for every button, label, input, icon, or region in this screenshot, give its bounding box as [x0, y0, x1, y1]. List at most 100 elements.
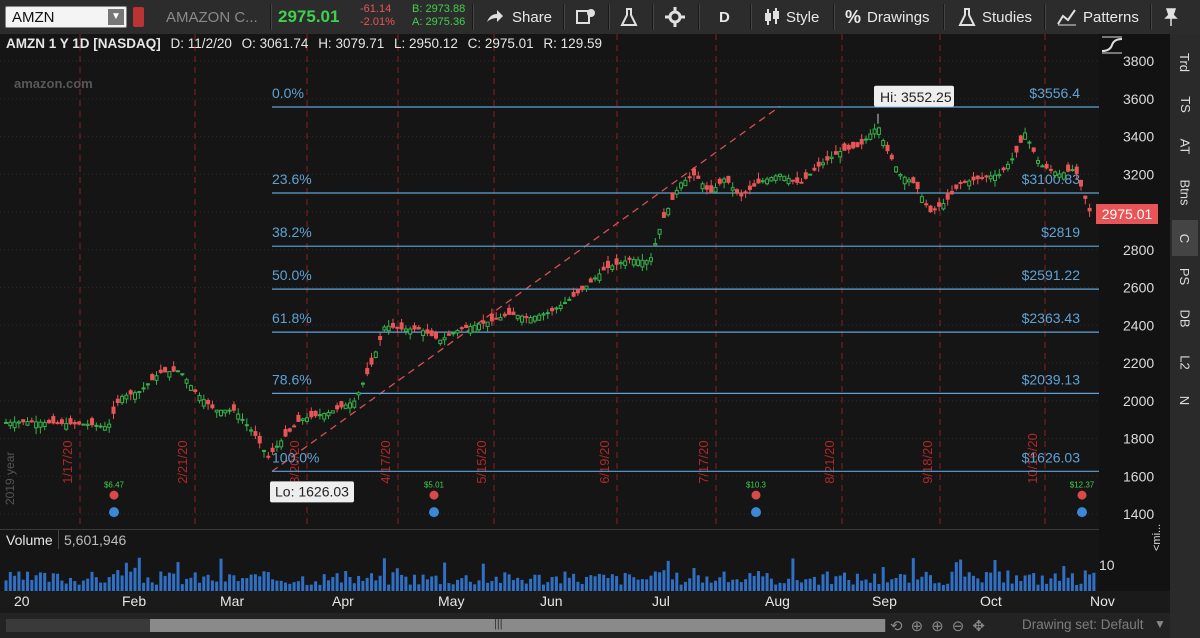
- month-label: 20: [14, 593, 30, 609]
- volume-bar: [718, 577, 722, 591]
- volume-bar: [649, 575, 653, 591]
- candle: [859, 134, 864, 150]
- flask-icon: [620, 8, 638, 26]
- candle: [554, 306, 559, 314]
- volume-bar: [890, 579, 894, 591]
- side-tab-btns[interactable]: Btns: [1172, 174, 1198, 210]
- candle: [803, 169, 808, 180]
- price-axis[interactable]: [1099, 34, 1170, 529]
- candle: [950, 185, 954, 195]
- candle: [683, 177, 688, 187]
- candle: [287, 427, 292, 433]
- volume-bar: [288, 583, 292, 591]
- candle: [489, 308, 494, 326]
- settings-button[interactable]: [665, 0, 685, 34]
- side-tab-c[interactable]: C: [1172, 220, 1198, 256]
- share-button[interactable]: Share: [484, 0, 552, 34]
- zoom-in-icon[interactable]: ⊕: [931, 618, 952, 635]
- drawings-button[interactable]: % Drawings: [845, 0, 930, 34]
- pct-change: -2.01%: [360, 16, 395, 28]
- chevron-down-icon[interactable]: ▼: [108, 9, 124, 25]
- side-tab-n[interactable]: N: [1172, 382, 1198, 418]
- volume-bar: [1010, 583, 1014, 591]
- link-pin-icon[interactable]: [133, 7, 144, 27]
- chevron-down-icon[interactable]: ▼: [1154, 617, 1166, 631]
- volume-bar: [4, 580, 8, 591]
- candle: [623, 255, 628, 270]
- candle: [55, 420, 60, 425]
- studies-flask-button[interactable]: [620, 0, 638, 34]
- gear-icon: [665, 7, 685, 27]
- fib-level-pct: 0.0%: [272, 85, 304, 101]
- axis-scale-icon[interactable]: [1100, 35, 1124, 55]
- scroll-thumb[interactable]: |||: [150, 618, 885, 632]
- symbol-input[interactable]: AMZN ▼: [5, 6, 127, 28]
- volume-bar: [984, 572, 988, 591]
- volume-bar: [628, 574, 631, 591]
- volume-bar: [167, 572, 171, 591]
- candle: [481, 314, 486, 329]
- candle: [292, 423, 297, 428]
- volume-bar: [529, 578, 533, 591]
- zoom-out-icon[interactable]: ⊖: [951, 618, 973, 635]
- candle: [262, 449, 266, 458]
- candle: [459, 326, 464, 333]
- volume-bar: [490, 580, 494, 591]
- pin-button[interactable]: [1162, 0, 1180, 34]
- candle: [778, 173, 782, 181]
- volume-bar: [245, 578, 249, 591]
- candle: [846, 143, 851, 154]
- candle: [756, 172, 761, 184]
- candle: [451, 331, 456, 337]
- candle: [864, 135, 868, 144]
- company-name: AMAZON C...: [166, 8, 258, 26]
- zoom-controls[interactable]: ⟲⊕⊕⊖✥: [890, 617, 993, 635]
- pan-icon[interactable]: ✥: [972, 618, 993, 635]
- volume-bar: [228, 574, 232, 591]
- reset-icon[interactable]: ⟲: [890, 618, 911, 635]
- volume-bar: [787, 578, 791, 591]
- candle: [158, 364, 163, 374]
- candle: [154, 371, 159, 385]
- earnings-marker[interactable]: $5.01: [424, 481, 445, 518]
- style-button[interactable]: Style: [764, 0, 819, 34]
- volume-panel[interactable]: [0, 549, 1099, 591]
- volume-bar: [916, 579, 920, 591]
- volume-bar: [705, 576, 709, 591]
- chart-scrollbar[interactable]: ||| ⟲⊕⊕⊖✥ Drawing set: Default ▼: [0, 613, 1170, 638]
- candle: [330, 410, 335, 414]
- price-chart-panel[interactable]: [0, 34, 1099, 529]
- side-tab-db[interactable]: DB: [1172, 300, 1198, 336]
- side-tab-trd[interactable]: Trd: [1172, 44, 1198, 80]
- patterns-button[interactable]: Patterns: [1057, 0, 1139, 34]
- grid-clock-icon: [576, 9, 595, 24]
- volume-bar: [150, 582, 154, 591]
- candle: [704, 181, 709, 195]
- side-tab-l2[interactable]: L2: [1172, 344, 1198, 380]
- volume-bar: [855, 573, 859, 591]
- candle: [485, 321, 490, 333]
- earnings-marker[interactable]: $12.37: [1070, 481, 1095, 518]
- candle: [120, 394, 125, 406]
- earnings-marker[interactable]: $10.3: [746, 481, 767, 518]
- studies-button[interactable]: Studies: [958, 0, 1032, 34]
- candle: [348, 398, 352, 414]
- share-label: Share: [512, 8, 553, 26]
- candle: [137, 390, 142, 399]
- time-axis[interactable]: 20 Feb Mar Apr May Jun Jul Aug Sep Oct Nov: [0, 591, 1170, 613]
- candle: [967, 179, 972, 191]
- earnings-marker[interactable]: $6.47: [104, 481, 125, 518]
- flexible-grid-button[interactable]: [576, 0, 596, 34]
- volume-bar: [606, 578, 610, 591]
- period-button[interactable]: D: [719, 8, 730, 26]
- volume-bar: [1053, 573, 1057, 591]
- crosshair-icon[interactable]: ⊕: [910, 618, 932, 635]
- volume-bar: [580, 583, 584, 591]
- drawing-set-selector[interactable]: Drawing set: Default: [1022, 617, 1144, 632]
- candle: [68, 415, 73, 426]
- price-chart[interactable]: 1/17/20 2/21/20 3/20/20 4/17/20 5/15/20 6/19/…: [0, 34, 1170, 529]
- side-tab-ts[interactable]: TS: [1172, 86, 1198, 122]
- side-tab-ps[interactable]: PS: [1172, 258, 1198, 294]
- side-tab-at[interactable]: AT: [1172, 128, 1198, 164]
- candle: [477, 322, 481, 333]
